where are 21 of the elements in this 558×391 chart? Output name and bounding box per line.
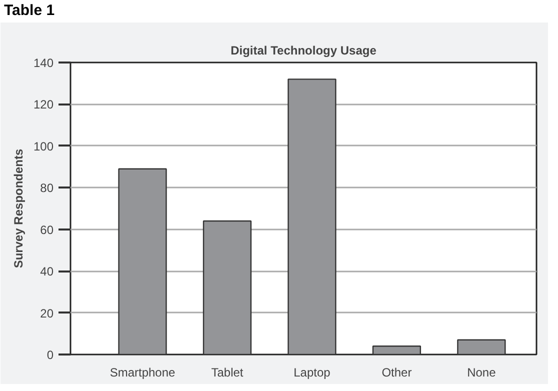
y-axis-title: Survey Respondents — [11, 148, 26, 268]
y-tick-label: 0 — [46, 348, 54, 362]
y-tick-label: 140 — [33, 56, 54, 70]
x-tick-label: Laptop — [294, 366, 331, 380]
x-tick-label: None — [467, 366, 496, 380]
chart-title: Digital Technology Usage — [230, 44, 377, 58]
y-tick-label: 60 — [40, 222, 54, 237]
bar — [288, 78, 336, 354]
y-tick-label: 120 — [33, 98, 54, 112]
bar — [118, 168, 167, 354]
bar — [202, 220, 252, 354]
y-tick-label: 80 — [40, 181, 54, 196]
y-tick-label: 20 — [40, 306, 54, 320]
bar — [372, 346, 422, 354]
x-tick-label: Tablet — [211, 366, 244, 380]
bar — [457, 339, 506, 354]
caption: Table 1 — [4, 1, 55, 21]
x-tick-label: Smartphone — [110, 366, 176, 380]
x-tick-label: Other — [382, 366, 412, 380]
y-tick-label: 100 — [33, 139, 54, 154]
y-tick-label: 40 — [40, 264, 54, 279]
